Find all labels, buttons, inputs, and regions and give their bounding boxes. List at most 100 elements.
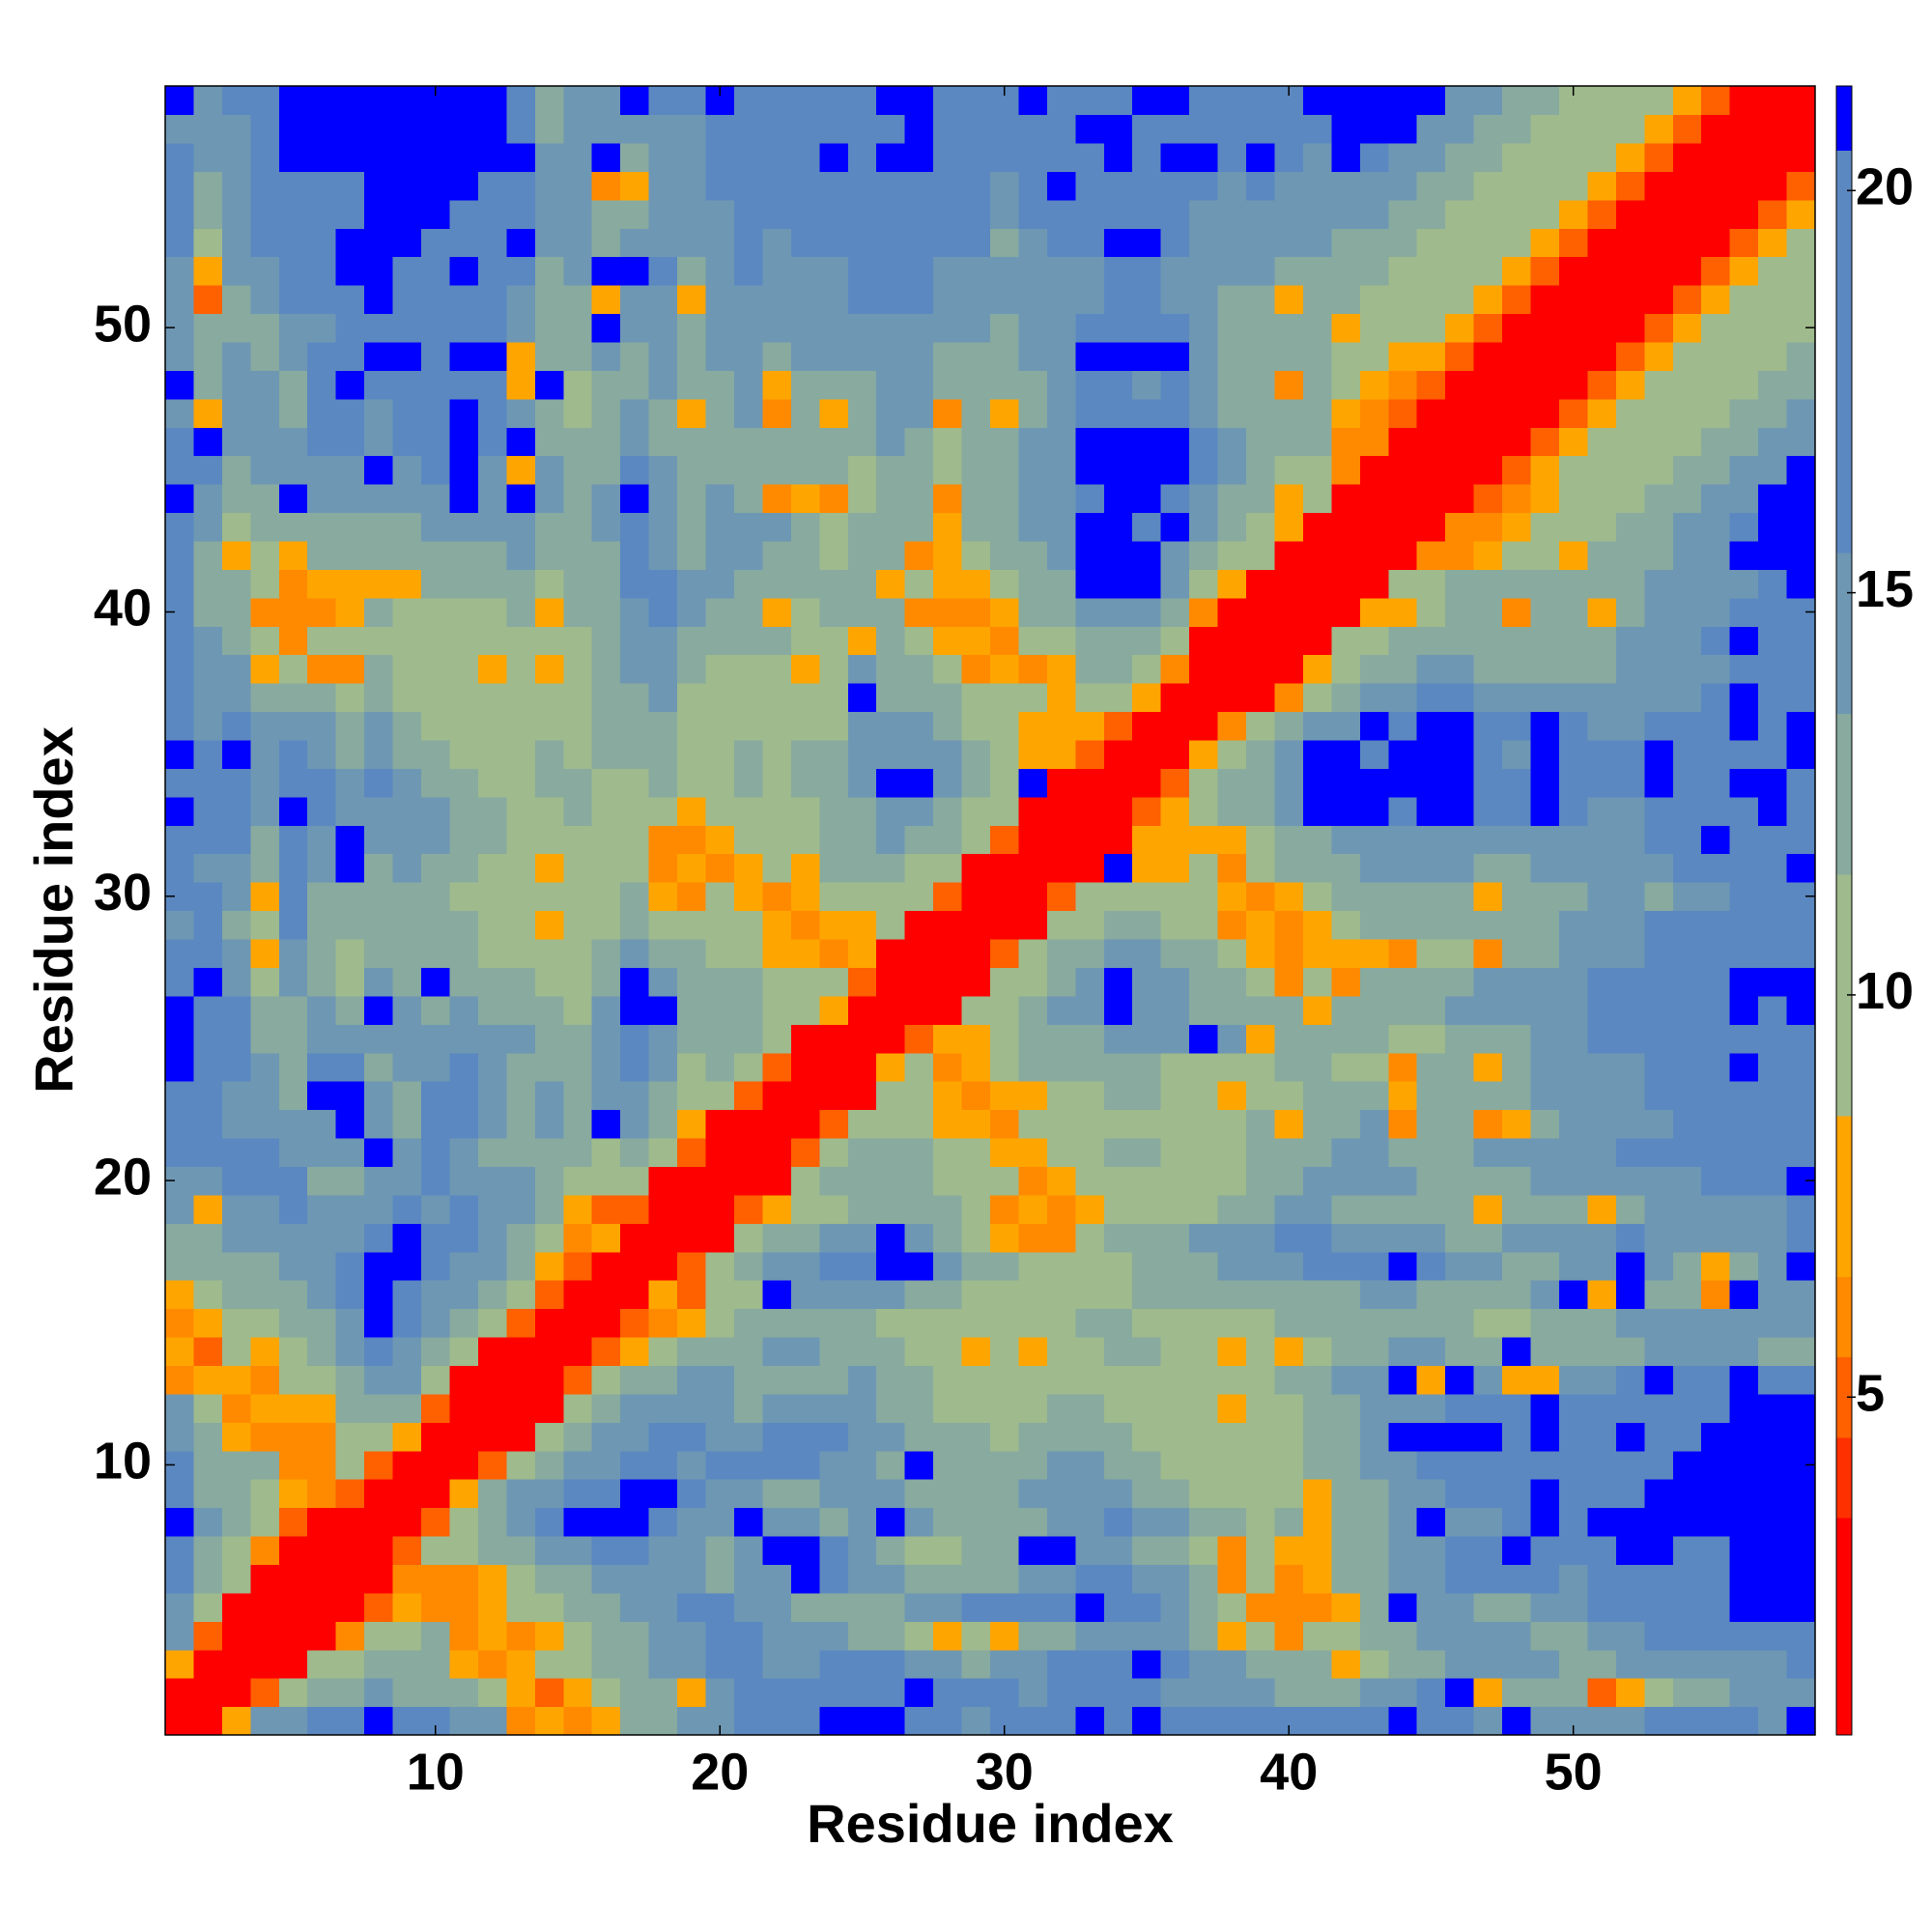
- cell: [1217, 86, 1247, 116]
- cell: [1416, 1081, 1446, 1111]
- cell: [933, 1535, 963, 1566]
- cell: [961, 1251, 991, 1281]
- cell: [790, 882, 820, 912]
- cell: [1502, 853, 1532, 883]
- cell: [847, 796, 877, 826]
- cell: [1132, 1393, 1162, 1423]
- cell: [421, 825, 451, 855]
- cell: [165, 370, 195, 400]
- cell: [733, 796, 764, 826]
- cell: [1558, 1336, 1589, 1366]
- cell: [762, 1081, 792, 1111]
- cell: [1075, 1194, 1105, 1224]
- cell: [1018, 540, 1048, 570]
- cell: [591, 1706, 621, 1736]
- cell: [762, 1621, 792, 1651]
- cell: [1729, 995, 1759, 1025]
- cell: [1416, 1706, 1446, 1736]
- cell: [961, 228, 991, 258]
- cell: [193, 1678, 223, 1708]
- cell: [648, 1166, 678, 1196]
- cell: [1587, 484, 1617, 514]
- cell: [1701, 882, 1731, 912]
- cell: [1502, 1706, 1532, 1736]
- cell: [1644, 1024, 1674, 1054]
- cell: [1530, 1507, 1560, 1537]
- cell: [1132, 825, 1162, 855]
- cell: [1615, 1109, 1645, 1139]
- cell: [620, 654, 650, 684]
- cell: [1246, 1479, 1276, 1509]
- cell: [477, 739, 507, 769]
- cell: [534, 597, 564, 627]
- cell: [1587, 768, 1617, 798]
- cell: [1274, 1422, 1304, 1452]
- cell: [1587, 711, 1617, 741]
- cell: [421, 967, 451, 997]
- cell: [591, 114, 621, 144]
- cell: [1672, 711, 1702, 741]
- cell: [648, 86, 678, 116]
- cell: [1132, 114, 1162, 144]
- cell: [449, 1280, 479, 1310]
- cell: [307, 1336, 337, 1366]
- cell: [1758, 654, 1788, 684]
- cell: [933, 1194, 963, 1224]
- cell: [733, 768, 764, 798]
- cell: [421, 114, 451, 144]
- cell: [1558, 739, 1589, 769]
- cell: [307, 938, 337, 968]
- cell: [477, 938, 507, 968]
- cell: [790, 739, 820, 769]
- cell: [819, 1166, 849, 1196]
- cell: [1416, 1621, 1446, 1651]
- cell: [1103, 654, 1133, 684]
- cell: [392, 796, 422, 826]
- cell: [1587, 739, 1617, 769]
- cell: [1388, 484, 1418, 514]
- cell: [1701, 1422, 1731, 1452]
- cell: [250, 853, 280, 883]
- cell: [278, 995, 308, 1025]
- cell: [1075, 569, 1105, 599]
- cell: [1587, 114, 1617, 144]
- cell: [705, 995, 735, 1025]
- cell: [1502, 967, 1532, 997]
- cell: [591, 171, 621, 201]
- cell: [250, 512, 280, 542]
- cell: [705, 228, 735, 258]
- cell: [1672, 569, 1702, 599]
- cell: [1615, 1535, 1645, 1566]
- cell: [534, 228, 564, 258]
- cell: [990, 484, 1020, 514]
- cell: [1473, 341, 1503, 371]
- cell: [1502, 1223, 1532, 1253]
- cell: [1786, 171, 1816, 201]
- cell: [876, 938, 906, 968]
- cell: [221, 825, 251, 855]
- cell: [1502, 1109, 1532, 1139]
- cell: [1274, 1649, 1304, 1679]
- cell: [421, 796, 451, 826]
- cell: [1302, 114, 1332, 144]
- cell: [1530, 1621, 1560, 1651]
- cell: [193, 711, 223, 741]
- cell: [1388, 967, 1418, 997]
- cell: [847, 1109, 877, 1139]
- cell: [620, 1365, 650, 1395]
- cell: [421, 683, 451, 713]
- cell: [1132, 1024, 1162, 1054]
- cell: [1217, 142, 1247, 172]
- cell: [591, 313, 621, 343]
- cell: [1189, 825, 1219, 855]
- cell: [819, 1507, 849, 1537]
- cell: [677, 683, 707, 713]
- cell: [1530, 1194, 1560, 1224]
- colorbar-band: [1836, 713, 1852, 875]
- cell: [221, 1365, 251, 1395]
- cell: [591, 1365, 621, 1395]
- cell: [705, 427, 735, 457]
- cell: [847, 1706, 877, 1736]
- cell: [1786, 938, 1816, 968]
- cell: [534, 654, 564, 684]
